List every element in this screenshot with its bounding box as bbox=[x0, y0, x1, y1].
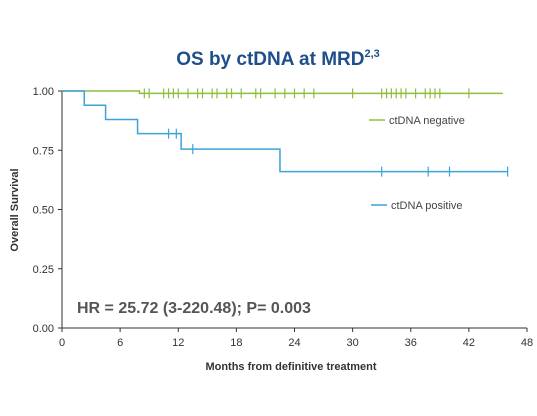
survival-curve bbox=[62, 90, 508, 173]
y-axis-label: Overall Survival bbox=[9, 168, 21, 251]
hazard-ratio-annotation: HR = 25.72 (3-220.48); P= 0.003 bbox=[77, 300, 311, 317]
survival-curve bbox=[62, 90, 503, 95]
x-tick-label: 42 bbox=[463, 337, 475, 349]
x-axis-label: Months from definitive treatment bbox=[205, 361, 376, 373]
series-positive bbox=[62, 90, 509, 177]
x-tick-label: 12 bbox=[172, 337, 184, 349]
x-tick-label: 48 bbox=[521, 337, 533, 349]
x-tick-label: 24 bbox=[288, 337, 300, 349]
y-tick-label: 0.75 bbox=[33, 145, 54, 157]
legend: ctDNA negative ctDNA positive bbox=[369, 115, 465, 212]
legend-label-negative: ctDNA negative bbox=[389, 115, 465, 127]
chart-title: OS by ctDNA at MRD2,3 bbox=[176, 48, 380, 70]
x-tick-label: 0 bbox=[59, 337, 65, 349]
x-tick-label: 36 bbox=[405, 337, 417, 349]
x-tick-label: 6 bbox=[117, 337, 123, 349]
x-axis-ticks: 0 6 12 18 24 30 36 42 48 bbox=[59, 328, 533, 349]
chart-title-superscript: 2,3 bbox=[364, 48, 379, 60]
x-tick-label: 18 bbox=[230, 337, 242, 349]
chart-title-main: OS by ctDNA at MRD bbox=[176, 49, 364, 70]
legend-label-positive: ctDNA positive bbox=[391, 200, 463, 212]
series-negative bbox=[62, 88, 503, 99]
y-tick-label: 0.25 bbox=[33, 264, 54, 276]
y-axis-ticks: 0.00 0.25 0.50 0.75 1.00 bbox=[33, 86, 62, 335]
y-tick-label: 1.00 bbox=[33, 86, 54, 98]
x-tick-label: 30 bbox=[347, 337, 359, 349]
series-layer bbox=[62, 88, 509, 177]
y-tick-label: 0.50 bbox=[33, 205, 54, 217]
y-tick-label: 0.00 bbox=[33, 323, 54, 335]
